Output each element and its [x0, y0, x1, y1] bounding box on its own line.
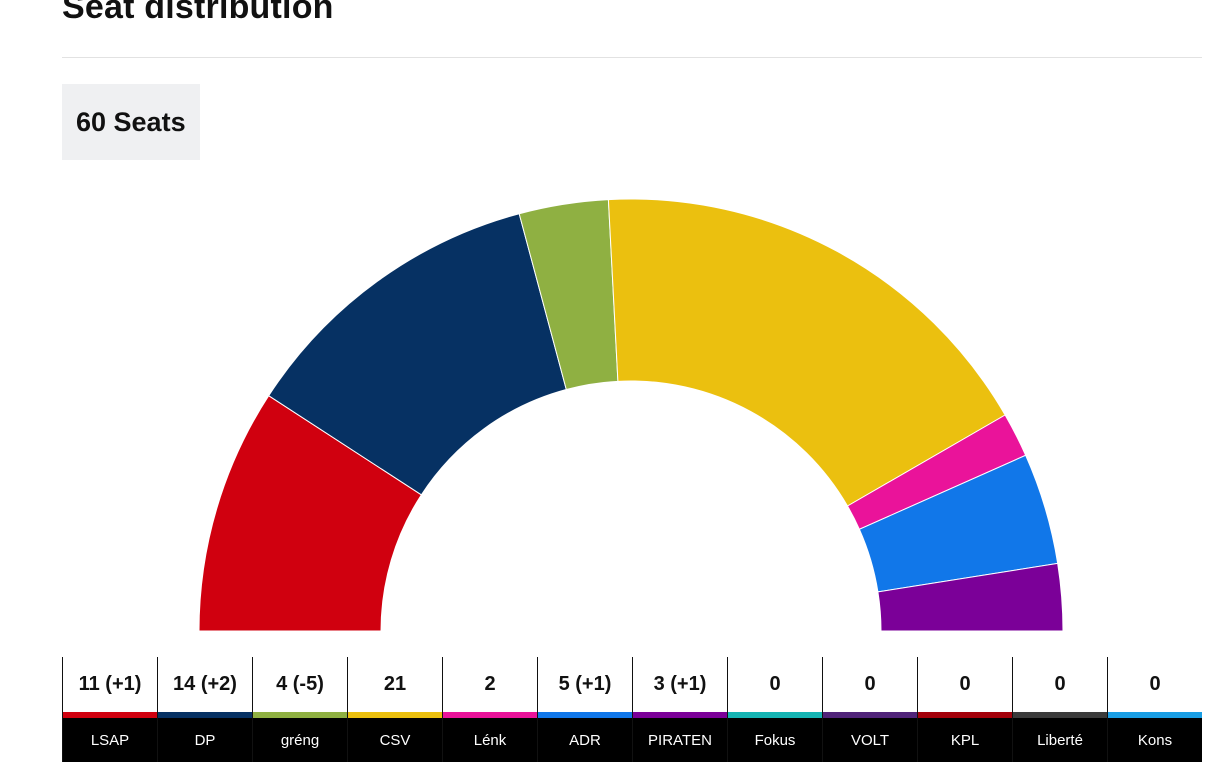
seat-count: 3 (+1) — [633, 657, 727, 712]
legend-item-libert-: 0 Liberté — [1012, 657, 1107, 762]
segment-csv — [607, 198, 1006, 507]
party-label: gréng — [253, 718, 347, 762]
seat-count: 11 (+1) — [63, 657, 157, 712]
legend-item-piraten: 3 (+1) PIRATEN — [632, 657, 727, 762]
party-label: LSAP — [63, 718, 157, 762]
seat-count: 0 — [1013, 657, 1107, 712]
seat-count: 5 (+1) — [538, 657, 632, 712]
party-legend: 11 (+1) LSAP 14 (+2) DP 4 (-5) gréng 21 CSV 2 Lén… — [62, 657, 1202, 762]
section-title: Seat distribution — [62, 0, 334, 26]
legend-item-kons: 0 Kons — [1107, 657, 1202, 762]
party-label: Kons — [1108, 718, 1202, 762]
party-label: Lénk — [443, 718, 537, 762]
party-color-bar — [633, 712, 727, 718]
seat-count: 0 — [1108, 657, 1202, 712]
seat-count: 2 — [443, 657, 537, 712]
party-label: DP — [158, 718, 252, 762]
party-color-bar — [63, 712, 157, 718]
party-color-bar — [728, 712, 822, 718]
party-label: VOLT — [823, 718, 917, 762]
seat-count: 0 — [823, 657, 917, 712]
seats-badge: 60 Seats — [62, 84, 200, 160]
seat-count: 0 — [728, 657, 822, 712]
divider — [62, 57, 1202, 58]
party-label: ADR — [538, 718, 632, 762]
party-label: KPL — [918, 718, 1012, 762]
party-color-bar — [443, 712, 537, 718]
party-label: PIRATEN — [633, 718, 727, 762]
seat-count: 14 (+2) — [158, 657, 252, 712]
seat-count: 0 — [918, 657, 1012, 712]
party-label: Liberté — [1013, 718, 1107, 762]
party-color-bar — [1013, 712, 1107, 718]
party-label: CSV — [348, 718, 442, 762]
legend-item-dp: 14 (+2) DP — [157, 657, 252, 762]
party-label: Fokus — [728, 718, 822, 762]
party-color-bar — [158, 712, 252, 718]
legend-item-gr-ng: 4 (-5) gréng — [252, 657, 347, 762]
party-color-bar — [348, 712, 442, 718]
hemicycle-chart — [198, 198, 1064, 632]
party-color-bar — [918, 712, 1012, 718]
segment-dp — [268, 213, 567, 496]
party-color-bar — [1108, 712, 1202, 718]
legend-item-volt: 0 VOLT — [822, 657, 917, 762]
legend-item-lsap: 11 (+1) LSAP — [62, 657, 157, 762]
party-color-bar — [823, 712, 917, 718]
segment-piraten — [877, 562, 1064, 632]
legend-item-csv: 21 CSV — [347, 657, 442, 762]
legend-item-adr: 5 (+1) ADR — [537, 657, 632, 762]
legend-item-kpl: 0 KPL — [917, 657, 1012, 762]
seat-count: 4 (-5) — [253, 657, 347, 712]
legend-item-fokus: 0 Fokus — [727, 657, 822, 762]
party-color-bar — [253, 712, 347, 718]
legend-item-l-nk: 2 Lénk — [442, 657, 537, 762]
seat-count: 21 — [348, 657, 442, 712]
party-color-bar — [538, 712, 632, 718]
